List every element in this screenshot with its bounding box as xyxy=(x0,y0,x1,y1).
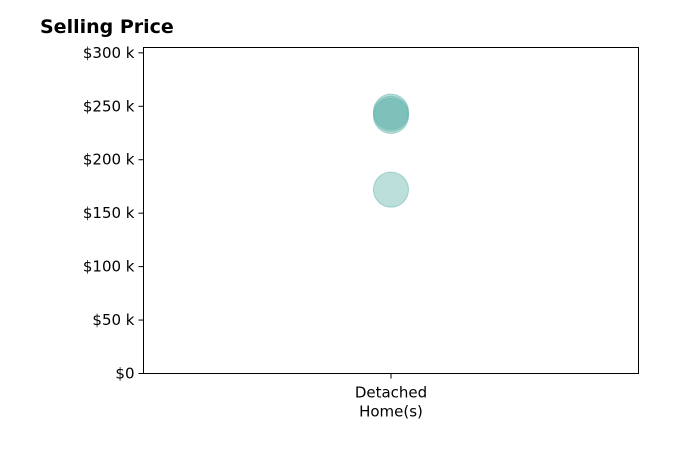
x-axis: Detached Home(s) xyxy=(355,373,427,421)
y-tick-label: $300 k xyxy=(83,44,135,62)
y-tick-label: $50 k xyxy=(92,311,134,329)
y-tick-label: $0 xyxy=(115,365,134,383)
data-point xyxy=(373,97,409,134)
y-tick-label: $150 k xyxy=(83,204,135,222)
y-tick-label: $100 k xyxy=(83,258,135,276)
y-axis: $0 $50 k $100 k $150 k $200 k $250 k $300 k xyxy=(83,44,144,383)
chart-title: Selling Price xyxy=(40,16,174,38)
x-tick-label: Detached Home(s) xyxy=(355,384,427,421)
data-point xyxy=(373,171,409,208)
y-tick-label: $200 k xyxy=(83,151,135,169)
y-tick-label: $250 k xyxy=(83,97,135,115)
data-points xyxy=(373,93,409,208)
